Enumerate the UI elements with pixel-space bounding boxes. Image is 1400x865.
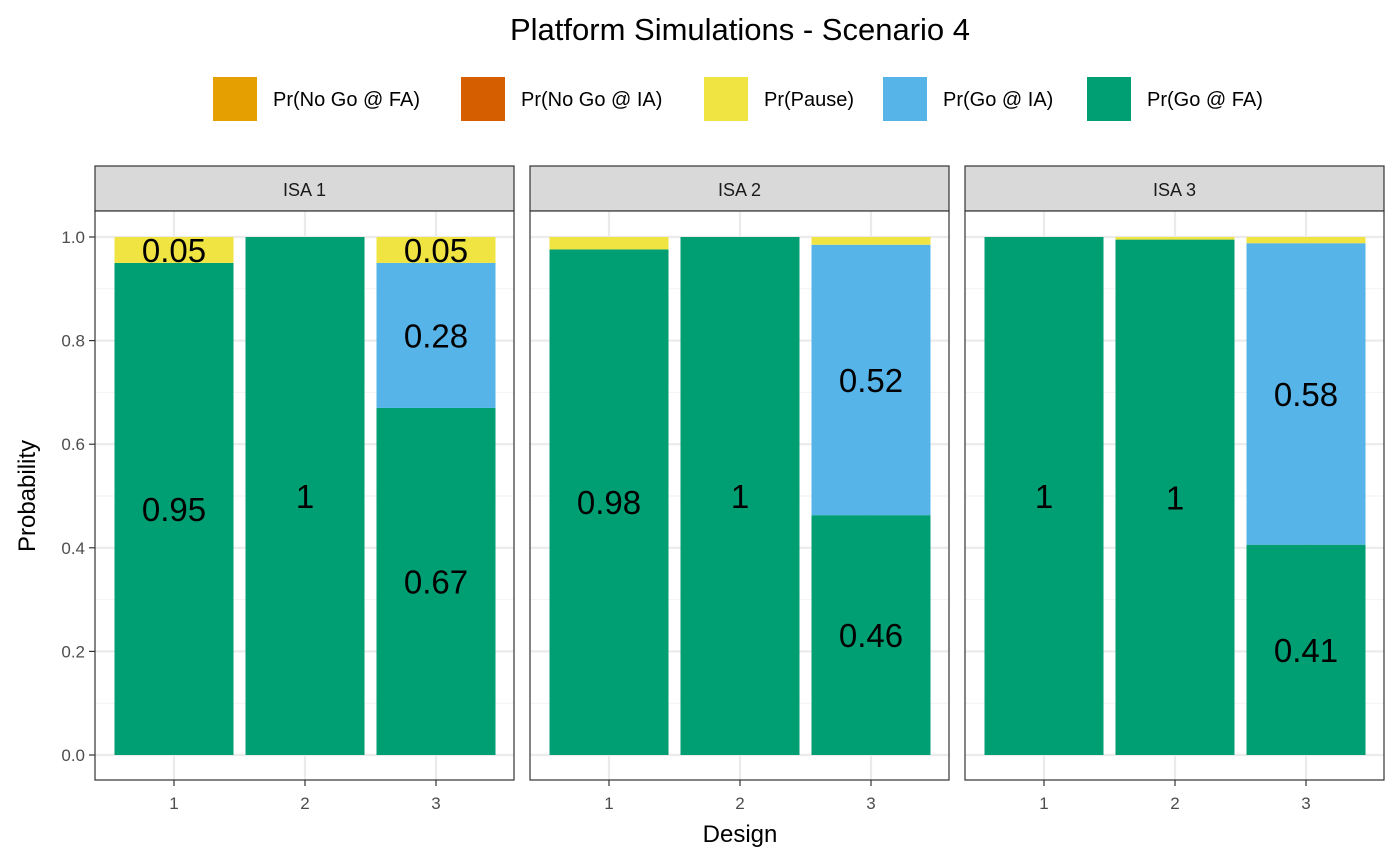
bar-segment xyxy=(811,244,931,516)
facet-strip xyxy=(94,165,515,212)
facet-strip-label: ISA 2 xyxy=(718,180,761,200)
bar-segment xyxy=(114,237,234,263)
legend-item: Pr(Pause) xyxy=(704,77,854,121)
bar-data-label: 0.98 xyxy=(577,484,641,521)
bar-segment xyxy=(1246,544,1366,755)
x-tick-label: 2 xyxy=(300,794,309,813)
x-tick-label: 1 xyxy=(1039,794,1048,813)
bar-data-label: 0.28 xyxy=(404,317,468,354)
bar-data-label: 0.95 xyxy=(142,491,206,528)
y-tick-label: 0.6 xyxy=(61,435,85,454)
y-tick-label: 0.0 xyxy=(61,746,85,765)
x-tick-label: 3 xyxy=(431,794,440,813)
legend-swatch xyxy=(883,77,927,121)
x-tick-label: 1 xyxy=(169,794,178,813)
legend-item: Pr(No Go @ FA) xyxy=(213,77,420,121)
bar-segment xyxy=(1246,243,1366,545)
legend-label: Pr(Go @ FA) xyxy=(1147,89,1263,111)
x-tick-label: 3 xyxy=(1301,794,1310,813)
facet-strip xyxy=(529,165,950,212)
x-tick-label: 3 xyxy=(866,794,875,813)
bar-segment xyxy=(1115,237,1235,240)
bar-data-label: 1 xyxy=(296,478,314,515)
bar-segment xyxy=(114,262,234,755)
legend-label: Pr(Go @ IA) xyxy=(943,89,1053,111)
y-tick-label: 0.4 xyxy=(61,539,85,558)
legend-label: Pr(No Go @ IA) xyxy=(521,89,662,111)
bar-segment xyxy=(1115,239,1235,756)
bar-segment xyxy=(549,249,669,755)
legend-swatch xyxy=(213,77,257,121)
facet-strip-label: ISA 1 xyxy=(283,180,326,200)
legend-item: Pr(Go @ FA) xyxy=(1087,77,1263,121)
x-tick-label: 2 xyxy=(1170,794,1179,813)
y-tick-label: 0.2 xyxy=(61,642,85,661)
bar-segment xyxy=(376,237,496,263)
legend-item: Pr(No Go @ IA) xyxy=(461,77,662,121)
facet-panels: ISA 1 0.95 0.05 1 0.67 0.28 0.05 1 2 3 ISA 2 0.98 1 0… xyxy=(94,165,1385,813)
bar-data-label: 0.46 xyxy=(839,617,903,654)
bar-segment xyxy=(549,237,669,250)
legend: Pr(No Go @ FA) Pr(No Go @ IA) Pr(Pause) Pr(… xyxy=(213,77,1263,121)
bar-data-label: 0.58 xyxy=(1274,376,1338,413)
facet-panel: ISA 3 1 1 0.41 0.58 1 2 3 xyxy=(964,165,1385,813)
y-axis: 0.0 0.2 0.4 0.6 0.8 1.0 xyxy=(61,228,95,765)
bar-data-label: 0.41 xyxy=(1274,632,1338,669)
bar-segment xyxy=(245,237,365,755)
y-tick-label: 0.8 xyxy=(61,332,85,351)
x-tick-label: 2 xyxy=(735,794,744,813)
bar-data-label: 0.05 xyxy=(404,232,468,269)
bar-segment xyxy=(1246,237,1366,244)
legend-swatch xyxy=(704,77,748,121)
chart-title: Platform Simulations - Scenario 4 xyxy=(510,12,970,47)
legend-label: Pr(Pause) xyxy=(764,89,854,111)
bar-segment xyxy=(680,237,800,755)
bar-segment xyxy=(984,237,1104,755)
y-axis-title: Probability xyxy=(14,440,41,552)
bar-segment xyxy=(811,515,931,755)
bar-data-label: 1 xyxy=(731,478,749,515)
facet-panel: ISA 1 0.95 0.05 1 0.67 0.28 0.05 1 2 3 xyxy=(94,165,515,813)
bar-data-label: 1 xyxy=(1166,479,1184,516)
bar-data-label: 0.05 xyxy=(142,232,206,269)
legend-label: Pr(No Go @ FA) xyxy=(273,89,420,111)
bar-segment xyxy=(811,237,931,245)
x-tick-label: 1 xyxy=(604,794,613,813)
bar-data-label: 0.52 xyxy=(839,362,903,399)
legend-swatch xyxy=(1087,77,1131,121)
bar-segment xyxy=(376,262,496,408)
facet-strip xyxy=(964,165,1385,212)
legend-item: Pr(Go @ IA) xyxy=(883,77,1053,121)
legend-swatch xyxy=(461,77,505,121)
bar-data-label: 0.67 xyxy=(404,563,468,600)
x-axis-title: Design xyxy=(703,821,778,848)
facet-panel: ISA 2 0.98 1 0.46 0.52 1 2 3 xyxy=(529,165,950,813)
y-tick-label: 1.0 xyxy=(61,228,85,247)
bar-segment xyxy=(376,407,496,755)
bar-data-label: 1 xyxy=(1035,478,1053,515)
facet-strip-label: ISA 3 xyxy=(1153,180,1196,200)
